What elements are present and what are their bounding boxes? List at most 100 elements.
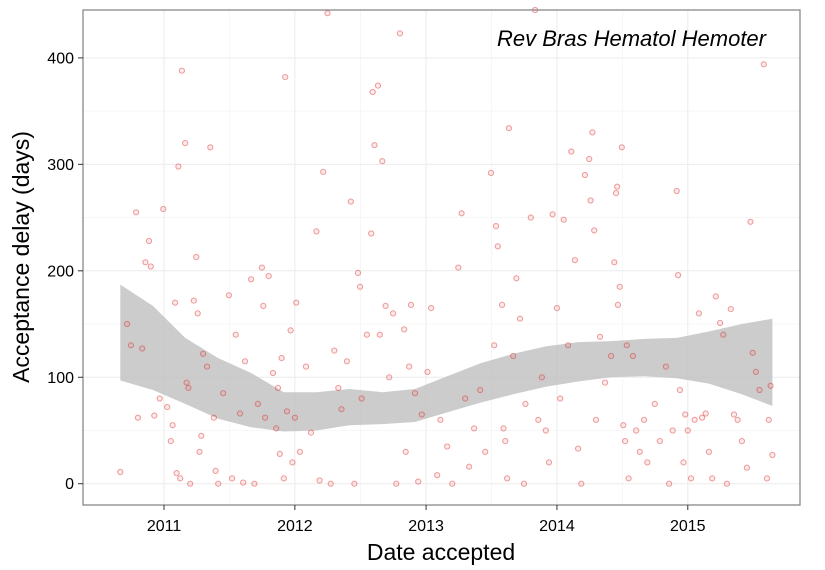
data-point — [335, 384, 342, 391]
data-point — [633, 427, 640, 434]
data-point — [629, 352, 637, 360]
data-point — [241, 358, 249, 365]
data-point — [491, 342, 498, 349]
data-point — [351, 480, 358, 487]
data-point — [560, 216, 567, 223]
data-point — [371, 142, 378, 149]
data-point — [124, 320, 131, 328]
data-point — [368, 230, 375, 237]
data-point — [516, 315, 524, 322]
data-point — [177, 475, 184, 482]
y-tick-label: 200 — [47, 263, 74, 280]
data-point — [709, 475, 716, 482]
data-point — [396, 30, 403, 37]
x-tick-label: 2014 — [539, 518, 575, 535]
data-point — [769, 451, 776, 459]
data-point — [487, 169, 495, 176]
data-point — [418, 411, 425, 418]
data-point — [505, 125, 512, 132]
plot-frame — [82, 9, 801, 506]
data-point — [538, 374, 546, 381]
data-point — [499, 301, 506, 308]
data-point — [662, 363, 670, 370]
x-axis-title: Date accepted — [367, 539, 515, 565]
data-point — [278, 355, 285, 362]
confidence-band-area — [120, 284, 773, 432]
data-point — [236, 410, 244, 417]
data-point — [354, 269, 362, 276]
data-point — [587, 197, 594, 204]
data-point — [117, 468, 124, 476]
x-tick-label: 2012 — [277, 518, 313, 535]
data-point — [324, 10, 331, 17]
data-point — [675, 272, 682, 279]
x-tick-label: 2015 — [670, 518, 706, 535]
data-point — [287, 327, 294, 334]
data-point — [669, 427, 676, 434]
data-point — [296, 448, 303, 455]
data-point — [651, 400, 658, 407]
data-point — [343, 358, 350, 365]
data-point — [613, 190, 620, 197]
y-tick-label: 100 — [47, 370, 74, 387]
data-point — [338, 406, 345, 413]
data-point — [738, 438, 746, 445]
data-point — [763, 475, 771, 482]
data-point — [169, 422, 176, 429]
data-point — [327, 480, 334, 487]
data-point — [592, 416, 600, 423]
data-point — [458, 210, 465, 217]
data-point — [406, 363, 413, 370]
data-point — [687, 475, 695, 482]
data-point — [210, 414, 217, 421]
data-point — [549, 211, 556, 218]
data-point — [636, 448, 643, 455]
data-point — [765, 416, 772, 423]
data-point — [291, 414, 298, 421]
data-point — [676, 386, 684, 394]
y-axis-title: Acceptance delay (days) — [8, 131, 34, 383]
data-point — [232, 331, 239, 338]
data-point — [415, 478, 422, 485]
data-point — [282, 74, 289, 81]
data-point — [752, 368, 760, 375]
data-point — [390, 310, 397, 317]
data-point — [437, 416, 444, 423]
data-point — [363, 331, 370, 338]
data-point — [127, 342, 135, 349]
data-point — [248, 276, 255, 283]
data-point — [717, 319, 724, 327]
data-point — [614, 183, 621, 190]
data-point — [513, 275, 520, 282]
data-point — [500, 425, 507, 432]
data-point — [407, 301, 415, 308]
data-point — [434, 472, 441, 479]
data-point — [276, 450, 283, 457]
data-point — [251, 480, 258, 487]
data-point — [586, 155, 593, 163]
data-point — [196, 448, 203, 455]
data-point — [620, 422, 627, 429]
data-point — [471, 425, 478, 432]
data-point — [705, 448, 713, 455]
journal-annotation: Rev Bras Hematol Hemoter — [497, 26, 768, 51]
data-point — [482, 448, 489, 455]
data-point — [494, 243, 501, 250]
data-point — [616, 283, 623, 290]
data-point — [185, 384, 192, 391]
data-point — [331, 347, 338, 354]
data-point — [611, 259, 618, 266]
data-point — [194, 310, 201, 317]
data-point — [164, 404, 171, 411]
data-point — [379, 158, 386, 165]
data-point — [581, 171, 589, 179]
data-point — [743, 464, 751, 471]
data-point — [682, 411, 689, 418]
data-point — [273, 425, 280, 432]
data-point — [283, 408, 291, 415]
y-tick-label: 0 — [65, 476, 74, 493]
data-point — [274, 384, 282, 391]
y-tick-label: 400 — [47, 50, 74, 67]
